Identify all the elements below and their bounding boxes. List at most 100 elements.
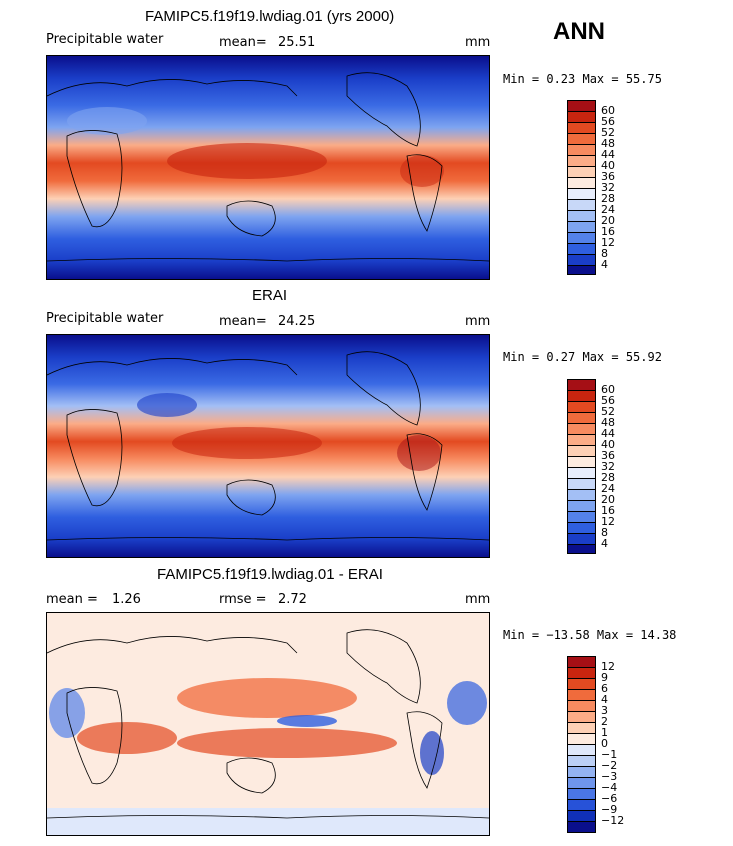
- panel2-colorbar: [567, 379, 596, 554]
- panel2-cb-tick: 28: [601, 471, 615, 484]
- panel2-cb-swatch: [568, 380, 595, 391]
- panel3-atlantic-cool: [447, 681, 487, 725]
- panel1-cb-tick: 24: [601, 203, 615, 216]
- panel3-antarctic-cool: [47, 808, 489, 835]
- panel1-cb-tick: 40: [601, 159, 615, 172]
- panel2-cb-tick: 52: [601, 405, 615, 418]
- panel1-units: mm: [465, 35, 491, 50]
- panel1-cb-swatch: [568, 233, 595, 244]
- panel2-cb-swatch: [568, 534, 595, 545]
- panel1-coastlines: [47, 72, 489, 262]
- panel2-cb-tick: 32: [601, 460, 615, 473]
- panel3-cb-swatch: [568, 734, 595, 745]
- panel1-cb-tick: 32: [601, 181, 615, 194]
- panel3-cb-swatch: [568, 745, 595, 756]
- panel3-cb-swatch: [568, 756, 595, 767]
- panel2-cb-swatch: [568, 479, 595, 490]
- panel3-coastlines: [47, 629, 489, 819]
- panel1-cb-tick: 20: [601, 214, 615, 227]
- panel3-cb-tick: 3: [601, 704, 608, 717]
- panel2-map: [46, 334, 490, 558]
- panel3-cb-swatch: [568, 668, 595, 679]
- panel2-cb-swatch: [568, 457, 595, 468]
- panel3-south-pacific-warm: [177, 728, 397, 758]
- panel1-cb-tick: 28: [601, 192, 615, 205]
- panel3-north-pacific-warm: [177, 678, 357, 718]
- panel1-cb-tick: 4: [601, 258, 608, 271]
- panel3-rmse-value: 2.72: [278, 592, 307, 607]
- panel1-cb-swatch: [568, 255, 595, 266]
- panel1-cb-tick: 44: [601, 148, 615, 161]
- panel3-cb-tick: 6: [601, 682, 608, 695]
- panel1-cb-swatch: [568, 178, 595, 189]
- panel3-cb-swatch: [568, 822, 595, 832]
- panel3-cb-swatch: [568, 690, 595, 701]
- panel1-cb-swatch: [568, 112, 595, 123]
- panel3-andes-cool: [420, 731, 444, 775]
- panel1-amazon-moist: [400, 155, 444, 187]
- panel1-min-max: Min = 0.23 Max = 55.75: [503, 72, 662, 86]
- panel3-cb-swatch: [568, 778, 595, 789]
- panel2-cb-swatch: [568, 391, 595, 402]
- panel3-indian-warm: [77, 722, 177, 754]
- panel3-cb-tick: −9: [601, 803, 618, 816]
- panel3-rmse-label: rmse =: [219, 592, 267, 607]
- panel2-title: ERAI: [252, 287, 288, 304]
- panel2-cb-swatch: [568, 512, 595, 523]
- panel3-equatorial-cool: [277, 715, 337, 727]
- panel1-cb-tick: 52: [601, 126, 615, 139]
- panel1-cb-tick: 8: [601, 247, 608, 260]
- panel1-variable: Precipitable water: [46, 32, 164, 47]
- panel3-cb-swatch: [568, 811, 595, 822]
- panel3-cb-tick: 9: [601, 671, 608, 684]
- panel2-cb-swatch: [568, 468, 595, 479]
- panel3-cb-tick: −6: [601, 792, 618, 805]
- panel2-cb-tick: 4: [601, 537, 608, 550]
- panel1-cb-tick: 36: [601, 170, 615, 183]
- panel3-cb-tick: 1: [601, 726, 608, 739]
- panel2-cb-tick: 44: [601, 427, 615, 440]
- panel1-sahara-dry: [67, 107, 147, 135]
- panel3-cb-tick: 4: [601, 693, 608, 706]
- panel3-cb-tick: −2: [601, 759, 618, 772]
- panel2-warm-pool: [172, 427, 322, 459]
- panel3-mean-label: mean =: [46, 592, 98, 607]
- panel2-cb-swatch: [568, 424, 595, 435]
- panel2-mean-label: mean=: [219, 314, 267, 329]
- panel1-cb-swatch: [568, 167, 595, 178]
- panel3-colorbar: [567, 656, 596, 833]
- panel1-mean-value: 25.51: [278, 35, 316, 50]
- panel1-cb-swatch: [568, 222, 595, 233]
- panel2-cb-tick: 36: [601, 449, 615, 462]
- panel2-cb-swatch: [568, 446, 595, 457]
- panel2-coastlines: [47, 351, 489, 541]
- panel1-cb-swatch: [568, 156, 595, 167]
- panel2-cb-tick: 40: [601, 438, 615, 451]
- panel1-map: [46, 55, 490, 280]
- panel3-cb-swatch: [568, 789, 595, 800]
- panel2-cb-tick: 24: [601, 482, 615, 495]
- panel3-title: FAMIPC5.f19f19.lwdiag.01 - ERAI: [157, 566, 383, 583]
- panel1-cb-tick: 12: [601, 236, 615, 249]
- panel1-cb-swatch: [568, 101, 595, 112]
- panel3-mean-value: 1.26: [112, 592, 141, 607]
- panel1-cb-swatch: [568, 244, 595, 255]
- panel1-cb-swatch: [568, 211, 595, 222]
- panel2-cb-tick: 56: [601, 394, 615, 407]
- panel2-cb-swatch: [568, 545, 595, 553]
- panel1-warm-pool: [167, 143, 327, 179]
- panel3-cb-swatch: [568, 767, 595, 778]
- panel3-map: [46, 612, 490, 836]
- panel1-cb-swatch: [568, 266, 595, 274]
- panel3-units: mm: [465, 592, 491, 607]
- season-label: ANN: [553, 18, 605, 45]
- panel2-cb-tick: 48: [601, 416, 615, 429]
- panel2-units: mm: [465, 314, 491, 329]
- panel1-cb-swatch: [568, 123, 595, 134]
- panel3-cb-swatch: [568, 701, 595, 712]
- panel3-cb-tick: −4: [601, 781, 618, 794]
- panel3-cb-swatch: [568, 657, 595, 668]
- panel1-cb-swatch: [568, 200, 595, 211]
- panel3-cb-tick: 12: [601, 660, 615, 673]
- panel1-title: FAMIPC5.f19f19.lwdiag.01 (yrs 2000): [145, 8, 395, 25]
